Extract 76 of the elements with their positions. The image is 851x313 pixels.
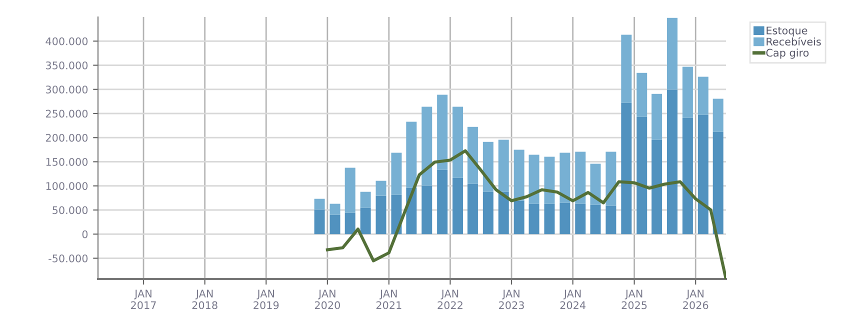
- y-tick-label: 400.000: [46, 37, 88, 46]
- bar: [437, 94, 448, 170]
- x-tick-label: JAN 2026: [683, 290, 708, 310]
- bar: [344, 212, 356, 234]
- legend-label: Recebíveis: [766, 37, 821, 46]
- bar: [314, 210, 325, 234]
- bar: [330, 214, 340, 234]
- bar: [667, 90, 678, 234]
- bar: [560, 202, 570, 234]
- bar: [667, 18, 678, 90]
- bar: [621, 102, 632, 234]
- bar: [452, 106, 464, 178]
- bar: [636, 116, 648, 234]
- bar: [712, 98, 724, 132]
- bar: [544, 204, 555, 234]
- bar: [575, 204, 586, 234]
- bar: [376, 196, 386, 234]
- bar: [682, 66, 693, 118]
- bar: [652, 140, 662, 234]
- bar: [482, 142, 494, 192]
- bar: [376, 180, 386, 196]
- x-tick-label: JAN 2021: [376, 290, 402, 310]
- bar: [590, 164, 601, 205]
- bar: [482, 192, 494, 234]
- x-tick-label: JAN 2019: [254, 290, 279, 310]
- bar: [406, 122, 417, 188]
- bar: [514, 200, 524, 234]
- bar: [544, 156, 555, 204]
- bar: [560, 152, 570, 203]
- bar: [314, 198, 325, 210]
- x-tick-label: JAN 2024: [560, 290, 586, 310]
- y-tick-label: 200.000: [46, 134, 88, 142]
- bar: [606, 152, 616, 206]
- x-tick-label: JAN 2018: [192, 290, 218, 310]
- bar: [437, 170, 448, 234]
- bar: [360, 208, 371, 234]
- y-tick-label: 0: [82, 230, 88, 238]
- bar: [467, 184, 478, 234]
- x-tick-label: JAN 2022: [438, 290, 462, 310]
- bar: [422, 186, 432, 234]
- bar: [330, 204, 340, 215]
- x-tick-label: JAN 2020: [314, 290, 340, 310]
- y-tick-label: 100.000: [46, 182, 88, 190]
- bar: [575, 152, 586, 204]
- bar: [712, 132, 724, 234]
- bar: [360, 192, 371, 208]
- bar: [590, 204, 601, 234]
- x-tick-label: JAN 2023: [499, 290, 524, 310]
- y-tick-label: 300.000: [46, 86, 88, 94]
- bar: [498, 140, 509, 192]
- bar: [621, 34, 632, 103]
- bar: [682, 118, 693, 234]
- bar: [391, 152, 402, 195]
- bar: [452, 178, 464, 234]
- x-tick-label: JAN 2025: [622, 290, 647, 310]
- y-tick-label: 350.000: [46, 61, 88, 70]
- legend-label: Cap giro: [766, 48, 809, 59]
- y-tick-label: 250.000: [46, 110, 88, 118]
- bar: [636, 72, 648, 117]
- y-tick-label: 50.000: [52, 206, 88, 214]
- bar: [528, 154, 540, 204]
- bar: [652, 94, 662, 140]
- bar: [698, 76, 708, 115]
- bar: [606, 206, 616, 234]
- bar: [514, 150, 524, 201]
- y-tick-label: -50.000: [48, 254, 88, 262]
- bar: [498, 192, 509, 234]
- bar: [528, 204, 540, 234]
- bar: [422, 106, 432, 186]
- legend-label: Estoque: [766, 26, 808, 36]
- line-series: [326, 149, 726, 279]
- y-tick-label: 150.000: [46, 158, 88, 166]
- bar: [467, 126, 478, 184]
- x-tick-label: JAN 2017: [131, 290, 156, 310]
- bar: [698, 114, 708, 234]
- bar: [344, 168, 356, 213]
